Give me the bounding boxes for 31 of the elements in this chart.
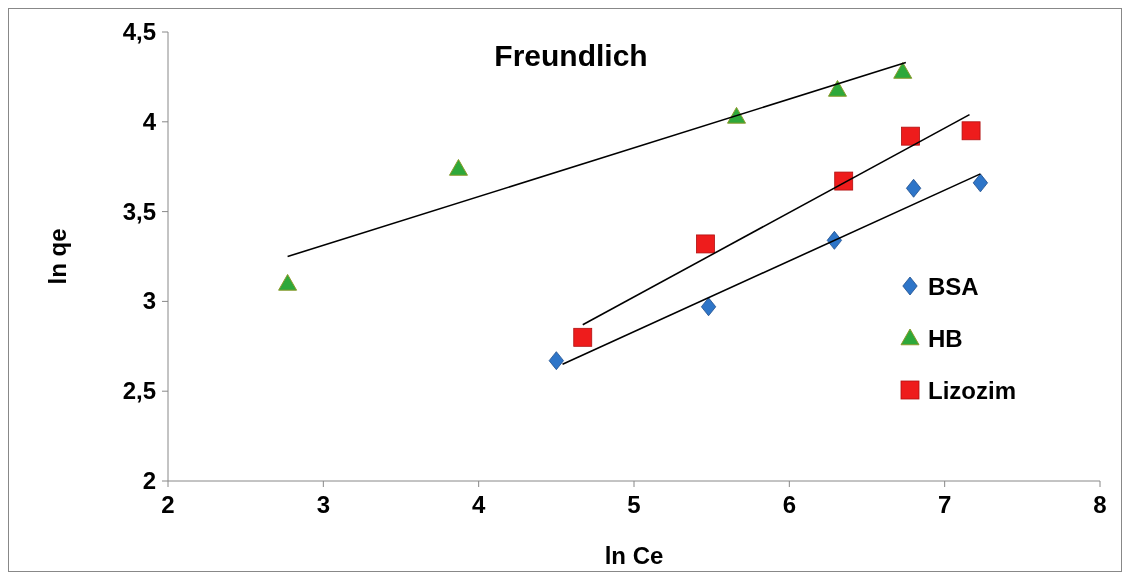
y-tick-label: 3,5 xyxy=(122,197,156,225)
x-tick-label: 3 xyxy=(316,491,331,518)
point xyxy=(696,234,715,254)
y-tick-label: 4,5 xyxy=(122,18,156,45)
point xyxy=(548,351,564,371)
x-tick-label: 2 xyxy=(161,491,175,518)
legend-label: HB xyxy=(928,325,963,352)
point xyxy=(893,62,913,79)
x-tick-label: 4 xyxy=(471,491,486,518)
y-tick-label: 4 xyxy=(142,107,157,135)
y-tick-label: 2,5 xyxy=(122,377,156,405)
y-tick-label: 2 xyxy=(142,467,156,494)
point xyxy=(901,126,920,146)
chart-title: Freundlich xyxy=(494,39,648,72)
legend-label: BSA xyxy=(928,273,979,300)
point xyxy=(827,79,847,97)
x-tick-label: 5 xyxy=(627,491,641,518)
x-tick-label: 7 xyxy=(937,491,952,518)
point xyxy=(961,121,981,141)
legend-label: Lizozim xyxy=(928,377,1016,404)
x-tick-label: 8 xyxy=(1093,491,1107,518)
point xyxy=(573,327,593,347)
point xyxy=(448,159,468,176)
y-axis-title: ln qe xyxy=(44,228,71,285)
x-axis-title: ln Ce xyxy=(604,542,664,569)
point xyxy=(906,178,922,198)
point xyxy=(972,173,988,193)
y-tick-label: 3 xyxy=(142,287,156,315)
point xyxy=(700,297,717,317)
point xyxy=(278,273,298,291)
x-tick-label: 6 xyxy=(782,491,797,518)
